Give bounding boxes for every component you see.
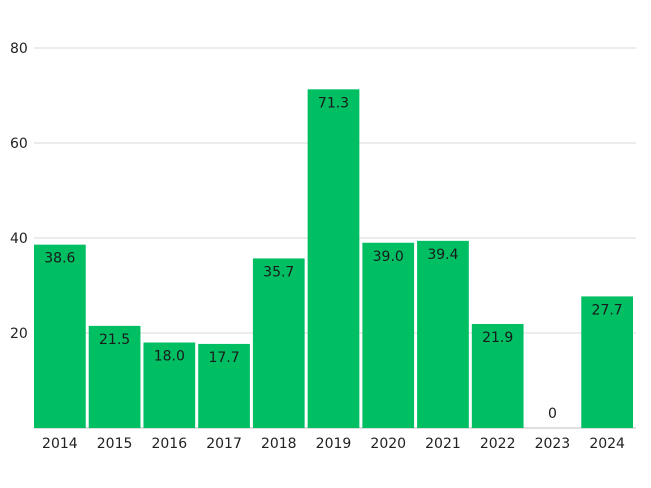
bar-2020: [362, 242, 415, 428]
bar-2024: [581, 296, 633, 428]
bar-2016: [143, 342, 196, 428]
x-tick-label-2023: 2023: [535, 436, 571, 452]
data-label-2016: 18.0: [154, 349, 185, 365]
data-label-2014: 38.6: [44, 251, 75, 267]
data-label-2018: 35.7: [263, 264, 294, 280]
bar-2019: [307, 89, 360, 428]
x-tick-label-2014: 2014: [42, 436, 78, 452]
bar-2022: [471, 323, 524, 428]
data-label-2019: 71.3: [318, 95, 349, 111]
x-tick-label-2021: 2021: [425, 436, 461, 452]
y-tick-label: 40: [10, 231, 28, 247]
x-tick-label-2022: 2022: [480, 436, 516, 452]
bar-2018: [252, 258, 305, 428]
data-label-2017: 17.7: [208, 350, 239, 366]
bars: [34, 89, 633, 428]
x-tick-label-2017: 2017: [206, 436, 242, 452]
x-tick-label-2020: 2020: [370, 436, 406, 452]
bar-2017: [198, 343, 250, 428]
x-tick-label-2019: 2019: [316, 436, 352, 452]
data-label-2022: 21.9: [482, 330, 513, 346]
data-label-2021: 39.4: [427, 247, 458, 263]
bar-2015: [88, 325, 141, 428]
y-tick-label: 20: [10, 326, 28, 342]
data-label-2023: 0: [548, 406, 557, 422]
x-tick-label-2018: 2018: [261, 436, 297, 452]
bar-2014: [34, 244, 86, 428]
x-tick-label-2016: 2016: [151, 436, 187, 452]
x-tick-label-2024: 2024: [589, 436, 625, 452]
y-tick-label: 60: [10, 136, 28, 152]
x-tick-label-2015: 2015: [97, 436, 133, 452]
data-label-2024: 27.7: [592, 302, 623, 318]
bar-2021: [417, 240, 469, 428]
y-tick-label: 80: [10, 41, 28, 57]
y-axis-tick-labels: 20 40 60 80: [10, 41, 28, 342]
bar-value-labels: 38.6 21.5 18.0 17.7 35.7 71.3 39.0 39.4 21.9 0 27.…: [44, 95, 622, 422]
x-axis-tick-labels: 2014 2015 2016 2017 2018 2019 2020 2021 2022 2023…: [42, 436, 625, 452]
data-label-2020: 39.0: [373, 249, 404, 265]
data-label-2015: 21.5: [99, 332, 130, 348]
